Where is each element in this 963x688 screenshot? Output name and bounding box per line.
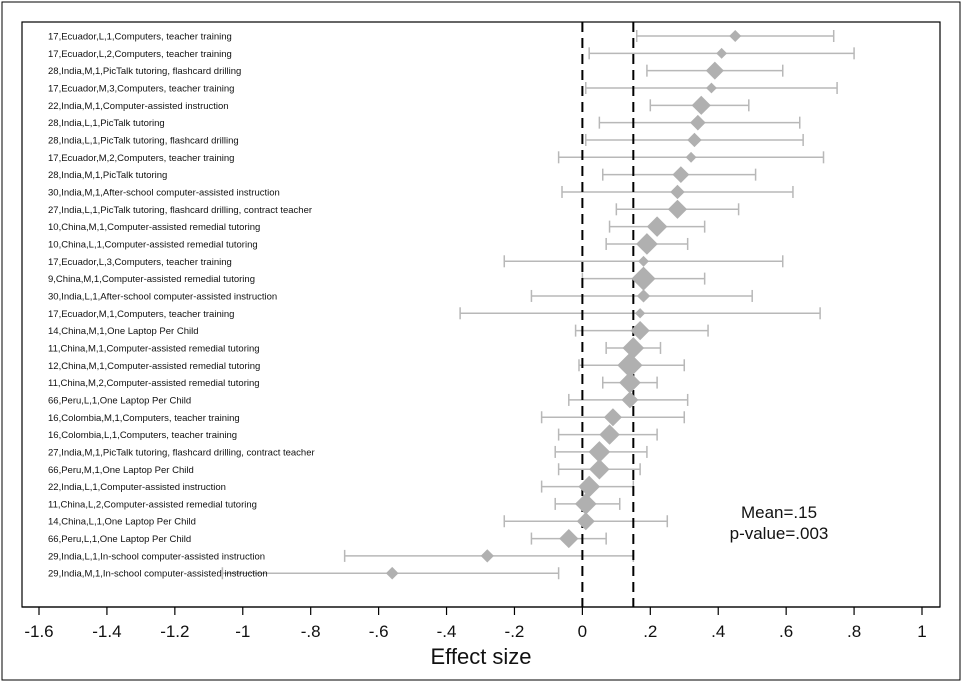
point-estimate-marker — [729, 30, 742, 42]
point-estimate-marker — [706, 82, 717, 94]
study-label: 17,Ecuador,L,1,Computers, teacher traini… — [48, 32, 232, 43]
mean-annotation: Mean=.15 — [741, 503, 817, 522]
point-estimate-marker — [672, 166, 690, 184]
point-estimate-marker — [576, 512, 595, 531]
x-tick-label: -.2 — [505, 622, 525, 641]
x-tick-label: -.8 — [301, 622, 321, 641]
point-estimate-marker — [619, 371, 641, 394]
study-label: 66,Peru,L,1,One Laptop Per Child — [48, 395, 191, 406]
point-estimate-marker — [638, 255, 649, 267]
point-estimate-marker — [646, 216, 668, 237]
point-estimate-marker — [559, 528, 579, 549]
point-estimate-marker — [578, 475, 600, 498]
study-label: 30,India,M,1,After-school computer-assis… — [48, 187, 280, 198]
study-label: 10,China,M,1,Computer-assisted remedial … — [48, 222, 260, 233]
x-tick-label: -1 — [235, 622, 250, 641]
point-estimate-marker — [480, 549, 494, 563]
study-label: 16,Colombia,L,1,Computers, teacher train… — [48, 430, 237, 441]
x-tick-label: 0 — [578, 622, 587, 641]
study-label: 17,Ecuador,L,2,Computers, teacher traini… — [48, 49, 232, 60]
x-tick-label: .2 — [643, 622, 657, 641]
study-label: 66,Peru,M,1,One Laptop Per Child — [48, 465, 194, 476]
point-estimate-marker — [603, 408, 622, 427]
point-markers — [385, 30, 742, 580]
study-labels: 17,Ecuador,L,1,Computers, teacher traini… — [48, 32, 315, 580]
study-label: 22,India,M,1,Computer-assisted instructi… — [48, 101, 229, 112]
point-estimate-marker — [385, 566, 399, 580]
point-estimate-marker — [588, 441, 611, 463]
x-tick-label: .6 — [779, 622, 793, 641]
p-value-annotation: p-value=.003 — [730, 524, 829, 543]
x-tick-label: 1 — [917, 622, 926, 641]
point-estimate-marker — [631, 266, 656, 291]
study-label: 66,Peru,L,1,One Laptop Per Child — [48, 534, 191, 545]
point-estimate-marker — [636, 233, 658, 255]
x-tick-label: -.4 — [437, 622, 457, 641]
study-label: 17,Ecuador,M,1,Computers, teacher traini… — [48, 309, 234, 320]
point-estimate-marker — [617, 352, 643, 378]
study-label: 27,India,M,1,PicTalk tutoring, flashcard… — [48, 447, 315, 458]
point-estimate-marker — [622, 337, 645, 359]
study-label: 16,Colombia,M,1,Computers, teacher train… — [48, 413, 240, 424]
point-estimate-marker — [670, 184, 685, 200]
x-tick-label: -.6 — [369, 622, 389, 641]
point-estimate-marker — [636, 289, 651, 303]
study-label: 28,India,M,1,PicTalk tutoring, flashcard… — [48, 66, 241, 77]
x-tick-label: .4 — [711, 622, 725, 641]
study-label: 28,India,M,1,PicTalk tutoring — [48, 170, 167, 181]
study-label: 17,Ecuador,M,2,Computers, teacher traini… — [48, 153, 234, 164]
point-estimate-marker — [716, 47, 728, 59]
study-label: 17,Ecuador,L,3,Computers, teacher traini… — [48, 257, 232, 268]
study-label: 28,India,L,1,PicTalk tutoring, flashcard… — [48, 135, 239, 146]
point-estimate-marker — [690, 114, 706, 131]
study-label: 17,Ecuador,M,3,Computers, teacher traini… — [48, 83, 234, 94]
study-label: 22,India,L,1,Computer-assisted instructi… — [48, 482, 226, 493]
study-label: 14,China,L,1,One Laptop Per Child — [48, 517, 196, 528]
x-tick-label: -1.2 — [160, 622, 189, 641]
study-label: 11,China,L,2,Computer-assisted remedial … — [48, 499, 257, 510]
x-axis: -1.6 -1.4 -1.2 -1 -.8 -.6 -.4 -.2 0 .2 .4 .6 .8 1 — [22, 606, 940, 641]
point-estimate-marker — [621, 391, 639, 409]
study-label: 12,China,M,1,Computer-assisted remedial … — [48, 361, 260, 372]
point-estimate-marker — [574, 493, 597, 515]
point-estimate-marker — [691, 95, 711, 115]
study-label: 14,China,M,1,One Laptop Per Child — [48, 326, 199, 337]
study-label: 28,India,L,1,PicTalk tutoring — [48, 118, 165, 129]
point-estimate-marker — [687, 132, 702, 148]
study-label: 11,China,M,2,Computer-assisted remedial … — [48, 378, 260, 389]
study-label: 9,China,M,1,Computer-assisted remedial t… — [48, 274, 255, 285]
study-label: 27,India,L,1,PicTalk tutoring, flashcard… — [48, 205, 312, 216]
study-label: 30,India,L,1,After-school computer-assis… — [48, 291, 277, 302]
point-estimate-marker — [630, 321, 650, 341]
x-tick-label: .8 — [847, 622, 861, 641]
point-estimate-marker — [599, 424, 620, 445]
study-label: 29,India,L,1,In-school computer-assisted… — [48, 551, 265, 562]
point-estimate-marker — [589, 459, 610, 480]
point-estimate-marker — [705, 61, 724, 80]
x-tick-label: -1.4 — [92, 622, 121, 641]
point-estimate-marker — [635, 308, 646, 319]
x-axis-title: Effect size — [430, 644, 531, 669]
x-tick-label: -1.6 — [24, 622, 53, 641]
point-estimate-marker — [667, 199, 688, 219]
study-label: 29,India,M,1,In-school computer-assisted… — [48, 569, 268, 580]
study-label: 11,China,M,1,Computer-assisted remedial … — [48, 343, 260, 354]
study-label: 10,China,L,1,Computer-assisted remedial … — [48, 239, 258, 250]
point-estimate-marker — [685, 151, 697, 163]
